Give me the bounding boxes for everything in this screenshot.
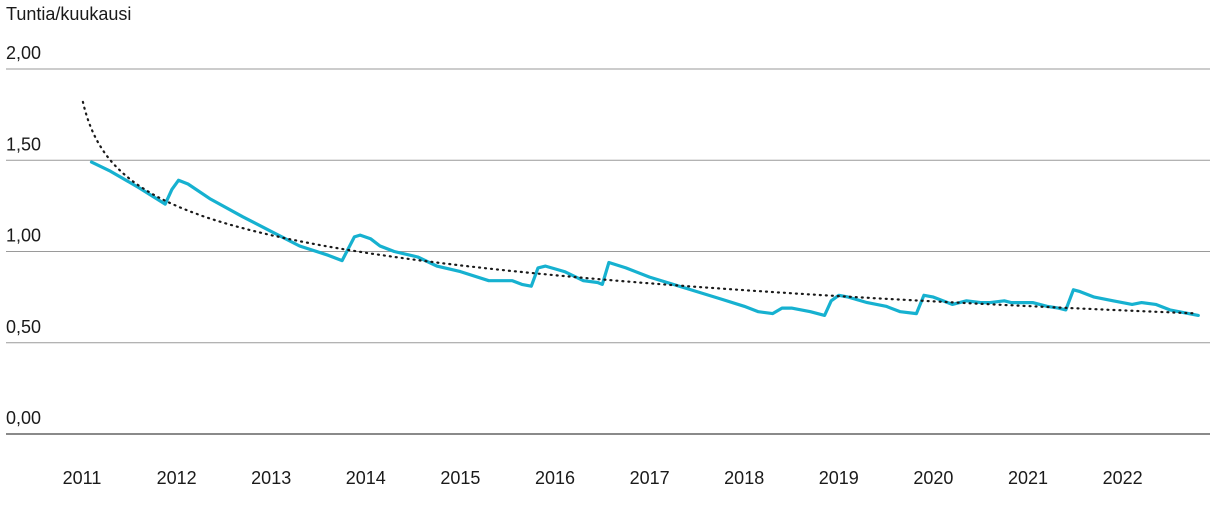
x-tick-label: 2022 <box>1103 468 1143 488</box>
y-tick-labels: 0,00 0,50 1,00 1,50 2,00 <box>6 43 41 428</box>
series-line <box>89 160 1200 317</box>
x-tick-label: 2015 <box>440 468 480 488</box>
x-tick-label: 2019 <box>819 468 859 488</box>
trend-line <box>81 100 1199 315</box>
x-tick-label: 2021 <box>1008 468 1048 488</box>
x-tick-labels: 2011 2012 2013 2014 2015 2016 2017 2018 2019 2020… <box>63 468 1143 488</box>
y-tick-label: 1,50 <box>6 134 41 154</box>
x-tick-label: 2017 <box>630 468 670 488</box>
y-tick-label: 0,00 <box>6 408 41 428</box>
x-tick-label: 2014 <box>346 468 386 488</box>
series-layer <box>81 100 1200 317</box>
x-tick-label: 2020 <box>913 468 953 488</box>
x-tick-label: 2018 <box>724 468 764 488</box>
x-tick-label: 2012 <box>157 468 197 488</box>
y-tick-label: 0,50 <box>6 317 41 337</box>
gridlines <box>6 68 1210 435</box>
x-tick-label: 2016 <box>535 468 575 488</box>
x-tick-label: 2011 <box>63 468 102 488</box>
x-tick-label: 2013 <box>251 468 291 488</box>
y-axis-label: Tuntia/kuukausi <box>6 4 131 24</box>
y-tick-label: 2,00 <box>6 43 41 63</box>
y-tick-label: 1,00 <box>6 226 41 246</box>
